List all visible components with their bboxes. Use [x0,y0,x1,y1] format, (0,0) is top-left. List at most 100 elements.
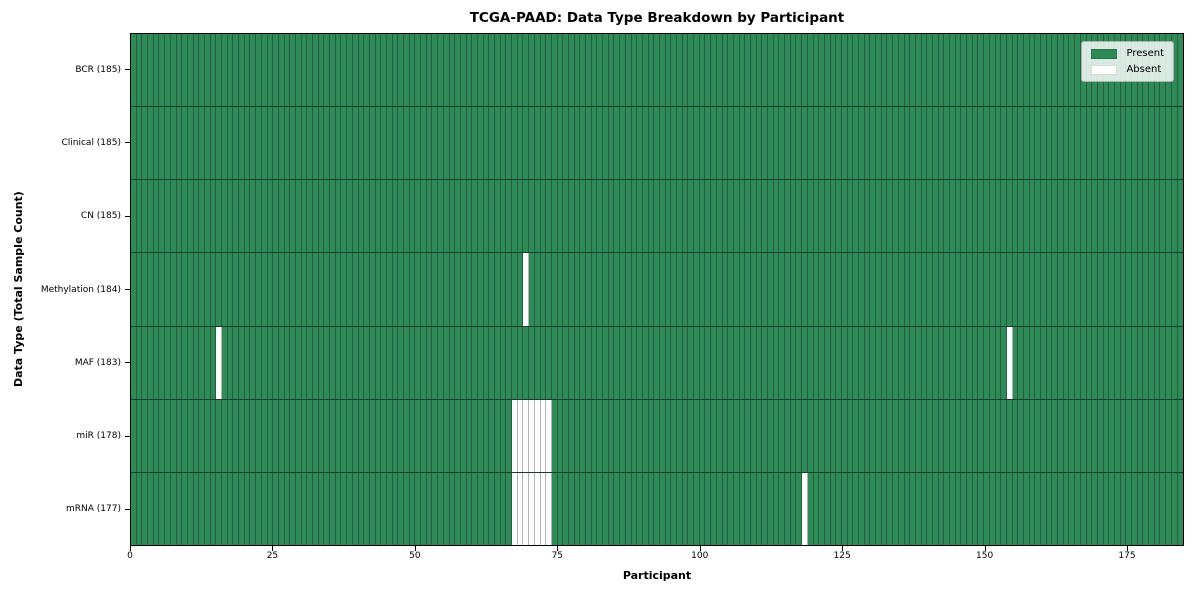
heatmap-cell-present [563,326,569,399]
heatmap-cell-present [1047,34,1053,107]
heatmap-cell-present [438,253,444,326]
heatmap-cell-present [751,326,757,399]
heatmap-cell-present [188,253,194,326]
heatmap-cell-present [939,253,945,326]
heatmap-cell-present [671,326,677,399]
heatmap-cell-present [1007,472,1013,545]
heatmap-cell-present [319,253,325,326]
heatmap-cell-present [239,472,245,545]
heatmap-row-methylation [131,253,1183,327]
heatmap-cell-present [933,34,939,107]
heatmap-cell-present [233,472,240,545]
heatmap-cell-present [717,326,723,399]
heatmap-cell-present [268,399,274,472]
heatmap-cell-present [1149,472,1155,545]
heatmap-cell-present [660,107,666,180]
heatmap-cell-present [188,107,194,180]
heatmap-cell-present [944,253,950,326]
heatmap-cell-present [541,180,547,253]
heatmap-cell-present [359,180,365,253]
heatmap-cell-present [609,253,615,326]
heatmap-cell-present [643,399,649,472]
heatmap-cell-present [632,472,638,545]
heatmap-cell-present [603,180,609,253]
heatmap-cell-present [649,472,655,545]
heatmap-cell-present [296,34,302,107]
y-tick-label: Methylation (184) [40,284,121,295]
heatmap-cell-present [415,399,422,472]
heatmap-cell-present [626,399,632,472]
heatmap-cell-present [182,180,188,253]
heatmap-cell-present [273,180,279,253]
heatmap-cell-present [330,107,336,180]
heatmap-cell-present [188,399,194,472]
heatmap-cell-present [381,472,387,545]
heatmap-cell-present [256,253,262,326]
heatmap-cell-present [677,326,683,399]
heatmap-cell-present [899,180,905,253]
heatmap-cell-present [1155,107,1161,180]
heatmap-cell-present [478,326,484,399]
heatmap-cell-present [950,180,956,253]
x-tick [272,546,274,551]
heatmap-cell-present [1024,326,1030,399]
heatmap-cell-present [609,326,615,399]
heatmap-cell-present [632,399,638,472]
heatmap-cell-present [484,34,490,107]
heatmap-cell-absent [546,472,552,545]
heatmap-cell-present [1001,34,1007,107]
heatmap-cell-present [654,253,660,326]
heatmap-cell-present [478,253,484,326]
heatmap-cell-present [1126,107,1132,180]
heatmap-cell-present [393,472,399,545]
heatmap-cell-present [859,107,865,180]
heatmap-cell-present [956,34,962,107]
heatmap-cell-present [450,34,456,107]
heatmap-cell-present [694,107,700,180]
heatmap-cell-present [489,34,495,107]
heatmap-cell-present [711,326,717,399]
heatmap-cell-present [905,107,911,180]
heatmap-cell-present [1126,326,1132,399]
heatmap-cell-present [580,34,586,107]
heatmap-cell-present [1047,180,1053,253]
heatmap-cell-present [694,180,700,253]
heatmap-cell-present [922,472,928,545]
heatmap-cell-present [341,180,348,253]
heatmap-cell-present [637,180,643,253]
heatmap-cell-present [626,253,632,326]
heatmap-cell-present [745,180,751,253]
heatmap-cell-present [285,253,291,326]
heatmap-cell-present [1024,253,1030,326]
heatmap-cell-present [398,472,404,545]
heatmap-cell-present [740,399,746,472]
heatmap-cell-present [978,253,985,326]
heatmap-cell-present [290,34,296,107]
heatmap-cell-present [1143,326,1150,399]
heatmap-cell-present [307,399,313,472]
heatmap-cell-present [1041,399,1047,472]
x-tick [414,546,416,551]
heatmap-cell-present [546,180,552,253]
heatmap-cell-present [404,34,410,107]
heatmap-cell-present [273,326,279,399]
heatmap-cell-present [319,180,325,253]
heatmap-cell-present [996,472,1002,545]
heatmap-cell-present [347,326,353,399]
heatmap-cell-present [558,253,564,326]
heatmap-cell-present [654,472,660,545]
heatmap-cell-present [802,326,808,399]
heatmap-cell-present [228,34,234,107]
heatmap-cell-present [222,399,228,472]
heatmap-cell-present [376,180,382,253]
heatmap-cell-present [740,180,746,253]
heatmap-cell-present [512,107,518,180]
heatmap-cell-present [586,253,592,326]
y-tick-label: BCR (185) [75,64,121,75]
heatmap-cell-present [171,399,177,472]
heatmap-cell-present [1121,253,1127,326]
heatmap-cell-present [427,107,433,180]
heatmap-cell-present [649,399,655,472]
heatmap-cell-present [341,253,348,326]
heatmap-cell-present [1069,253,1076,326]
